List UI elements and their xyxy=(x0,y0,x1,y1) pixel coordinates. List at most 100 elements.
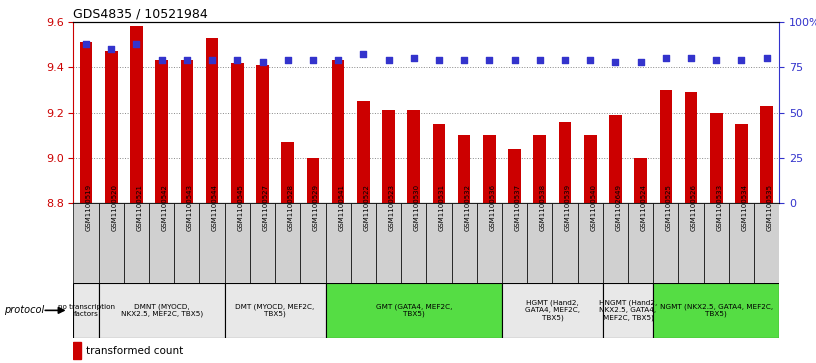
Point xyxy=(685,55,698,61)
FancyBboxPatch shape xyxy=(628,203,654,283)
FancyBboxPatch shape xyxy=(175,203,199,283)
Text: GSM1100533: GSM1100533 xyxy=(716,184,722,231)
Text: GSM1100540: GSM1100540 xyxy=(590,184,596,231)
Bar xyxy=(256,65,268,203)
Point xyxy=(256,59,269,65)
FancyBboxPatch shape xyxy=(502,283,603,338)
Text: GSM1100535: GSM1100535 xyxy=(767,184,773,231)
Text: GSM1100521: GSM1100521 xyxy=(136,184,143,231)
Text: GSM1100525: GSM1100525 xyxy=(666,184,672,231)
Text: GSM1100541: GSM1100541 xyxy=(338,184,344,231)
Text: HGMT (Hand2,
GATA4, MEF2C,
TBX5): HGMT (Hand2, GATA4, MEF2C, TBX5) xyxy=(525,300,580,321)
FancyBboxPatch shape xyxy=(73,283,99,338)
Bar xyxy=(282,142,294,203)
Text: GSM1100529: GSM1100529 xyxy=(313,184,319,231)
Text: GSM1100532: GSM1100532 xyxy=(464,184,470,231)
FancyBboxPatch shape xyxy=(376,203,401,283)
Text: HNGMT (Hand2,
NKX2.5, GATA4,
MEF2C, TBX5): HNGMT (Hand2, NKX2.5, GATA4, MEF2C, TBX5… xyxy=(599,300,657,321)
FancyBboxPatch shape xyxy=(401,203,426,283)
Point xyxy=(407,55,420,61)
Point xyxy=(231,57,244,63)
FancyBboxPatch shape xyxy=(654,283,779,338)
Point xyxy=(508,57,521,63)
Point xyxy=(130,41,143,46)
Bar xyxy=(332,60,344,203)
Point xyxy=(558,57,571,63)
Point xyxy=(79,41,92,46)
Point xyxy=(306,57,319,63)
Bar xyxy=(155,60,168,203)
Text: GMT (GATA4, MEF2C,
TBX5): GMT (GATA4, MEF2C, TBX5) xyxy=(375,303,452,317)
Bar xyxy=(432,124,446,203)
FancyBboxPatch shape xyxy=(149,203,175,283)
Point xyxy=(609,59,622,65)
Point xyxy=(634,59,647,65)
Text: GDS4835 / 10521984: GDS4835 / 10521984 xyxy=(73,8,208,21)
Text: GSM1100531: GSM1100531 xyxy=(439,184,445,231)
FancyBboxPatch shape xyxy=(426,203,451,283)
Text: GSM1100544: GSM1100544 xyxy=(212,184,218,231)
Text: protocol: protocol xyxy=(4,305,44,315)
FancyBboxPatch shape xyxy=(578,203,603,283)
Text: GSM1100537: GSM1100537 xyxy=(515,184,521,231)
Point xyxy=(659,55,672,61)
Point xyxy=(483,57,496,63)
FancyBboxPatch shape xyxy=(603,203,628,283)
Point xyxy=(180,57,193,63)
Bar xyxy=(307,158,319,203)
Text: GSM1100534: GSM1100534 xyxy=(742,184,747,231)
Text: GSM1100523: GSM1100523 xyxy=(388,184,395,231)
Point xyxy=(458,57,471,63)
Text: DMT (MYOCD, MEF2C,
TBX5): DMT (MYOCD, MEF2C, TBX5) xyxy=(236,303,315,317)
Text: GSM1100543: GSM1100543 xyxy=(187,184,193,231)
FancyBboxPatch shape xyxy=(754,203,779,283)
Text: GSM1100536: GSM1100536 xyxy=(490,184,495,231)
Bar xyxy=(634,158,647,203)
Text: GSM1102649: GSM1102649 xyxy=(615,184,622,231)
FancyBboxPatch shape xyxy=(678,203,703,283)
Text: DMNT (MYOCD,
NKX2.5, MEF2C, TBX5): DMNT (MYOCD, NKX2.5, MEF2C, TBX5) xyxy=(121,303,202,317)
Point xyxy=(735,57,748,63)
Point xyxy=(432,57,446,63)
Text: GSM1100545: GSM1100545 xyxy=(237,184,243,231)
Point xyxy=(583,57,596,63)
Text: transformed count: transformed count xyxy=(86,346,183,356)
FancyBboxPatch shape xyxy=(73,203,99,283)
FancyBboxPatch shape xyxy=(351,203,376,283)
Bar xyxy=(659,90,672,203)
Text: GSM1100527: GSM1100527 xyxy=(263,184,268,231)
Bar xyxy=(508,149,521,203)
Point xyxy=(534,57,547,63)
Bar xyxy=(609,115,622,203)
Bar xyxy=(231,62,244,203)
Point xyxy=(206,57,219,63)
FancyBboxPatch shape xyxy=(326,283,502,338)
Bar xyxy=(458,135,471,203)
Bar xyxy=(105,51,118,203)
Text: GSM1100524: GSM1100524 xyxy=(641,184,646,231)
Bar xyxy=(761,106,773,203)
FancyBboxPatch shape xyxy=(729,203,754,283)
Text: GSM1100522: GSM1100522 xyxy=(363,184,370,231)
FancyBboxPatch shape xyxy=(527,203,552,283)
Bar xyxy=(131,26,143,203)
Bar xyxy=(559,122,571,203)
FancyBboxPatch shape xyxy=(124,203,149,283)
Point xyxy=(382,57,395,63)
FancyBboxPatch shape xyxy=(603,283,654,338)
Bar xyxy=(534,135,546,203)
FancyBboxPatch shape xyxy=(654,203,678,283)
Bar xyxy=(206,38,219,203)
Text: GSM1100539: GSM1100539 xyxy=(565,184,571,231)
Point xyxy=(710,57,723,63)
FancyBboxPatch shape xyxy=(703,203,729,283)
FancyBboxPatch shape xyxy=(300,203,326,283)
Point xyxy=(761,55,774,61)
Bar xyxy=(382,110,395,203)
Bar xyxy=(80,42,92,203)
Bar xyxy=(483,135,495,203)
Bar xyxy=(735,124,747,203)
FancyBboxPatch shape xyxy=(224,203,250,283)
FancyBboxPatch shape xyxy=(250,203,275,283)
Bar xyxy=(584,135,596,203)
